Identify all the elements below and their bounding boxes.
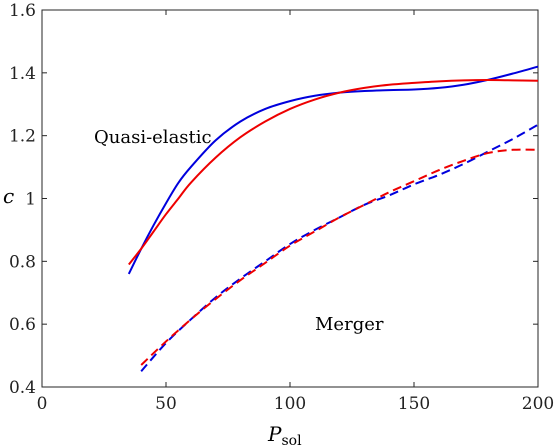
y-tick-label: 1.2 xyxy=(9,127,36,147)
x-tick-label: 0 xyxy=(37,394,48,414)
y-tick-label: 1.6 xyxy=(9,1,36,21)
annotation-merger: Merger xyxy=(315,314,384,335)
x-tick-label: 50 xyxy=(155,394,177,414)
series-line-solid-blue xyxy=(127,65,539,275)
y-tick-label: 0.6 xyxy=(9,315,36,335)
x-axis-label: Psol xyxy=(267,422,302,448)
y-tick-label: 0.4 xyxy=(9,378,36,398)
y-tick-label: 1 xyxy=(25,190,36,210)
x-tick-label: 150 xyxy=(398,394,430,414)
ticks-layer: 0 50 100 150 200 0.4 0.6 0.8 1 1.2 1.4 1.6 xyxy=(9,1,554,414)
annotation-quasi-elastic: Quasi-elastic xyxy=(94,127,212,148)
x-tick-label: 100 xyxy=(274,394,306,414)
x-tick-label: 200 xyxy=(522,394,554,414)
x-axis-label-main: P xyxy=(267,422,282,446)
y-tick-label: 0.8 xyxy=(9,252,36,272)
series-line-solid-red xyxy=(128,79,539,266)
series-line-dashed-red xyxy=(140,148,539,366)
y-tick-label: 1.4 xyxy=(9,64,36,84)
plot-frame xyxy=(41,9,539,388)
plot-area-border xyxy=(41,9,539,388)
y-axis-label: c xyxy=(3,184,14,208)
series-layer xyxy=(127,65,539,372)
series-line-dashed-blue xyxy=(140,123,539,372)
x-axis-label-subscript: sol xyxy=(281,433,302,448)
